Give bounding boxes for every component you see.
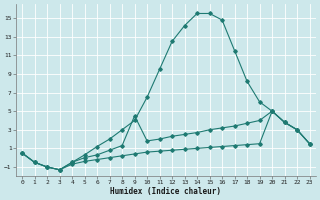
X-axis label: Humidex (Indice chaleur): Humidex (Indice chaleur) (110, 187, 221, 196)
